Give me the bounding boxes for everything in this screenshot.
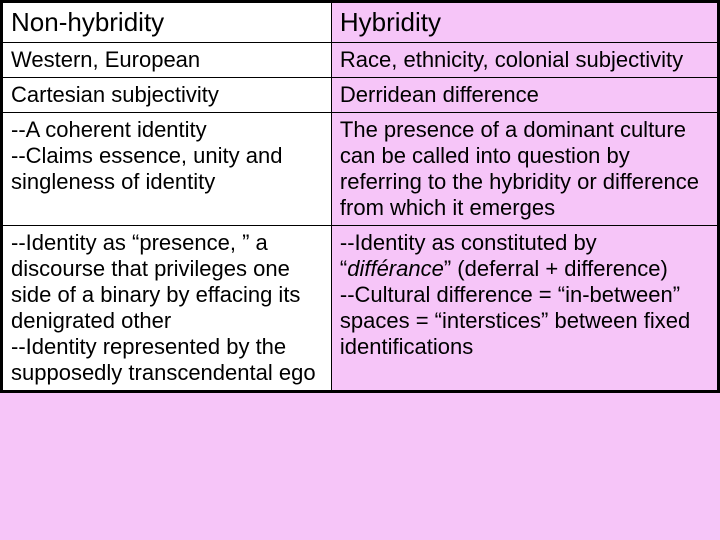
table-row: --A coherent identity --Claims essence, … xyxy=(3,113,718,226)
line: --Claims essence, unity and singleness o… xyxy=(11,143,282,194)
cell-left: Western, European xyxy=(3,43,332,78)
italic-term: différance xyxy=(347,256,444,281)
cell-right: Derridean difference xyxy=(331,78,717,113)
text: ” (deferral + difference) xyxy=(444,256,668,281)
cell-right: Race, ethnicity, colonial subjectivity xyxy=(331,43,717,78)
line: --Identity represented by the supposedly… xyxy=(11,334,316,385)
text: --Cultural difference = “in-between” spa… xyxy=(340,282,690,359)
cell-left: --A coherent identity --Claims essence, … xyxy=(3,113,332,226)
line: --Identity as “presence, ” a discourse t… xyxy=(11,230,300,333)
cell-left: --Identity as “presence, ” a discourse t… xyxy=(3,225,332,390)
table-row: Western, European Race, ethnicity, colon… xyxy=(3,43,718,78)
cell-right: The presence of a dominant culture can b… xyxy=(331,113,717,226)
table-row: --Identity as “presence, ” a discourse t… xyxy=(3,225,718,390)
header-right: Hybridity xyxy=(331,3,717,43)
cell-right: --Identity as constituted by “différance… xyxy=(331,225,717,390)
comparison-table: Non-hybridity Hybridity Western, Europea… xyxy=(0,0,720,393)
table-row: Cartesian subjectivity Derridean differe… xyxy=(3,78,718,113)
table-header-row: Non-hybridity Hybridity xyxy=(3,3,718,43)
header-left: Non-hybridity xyxy=(3,3,332,43)
line: --A coherent identity xyxy=(11,117,207,142)
table: Non-hybridity Hybridity Western, Europea… xyxy=(2,2,718,391)
cell-left: Cartesian subjectivity xyxy=(3,78,332,113)
